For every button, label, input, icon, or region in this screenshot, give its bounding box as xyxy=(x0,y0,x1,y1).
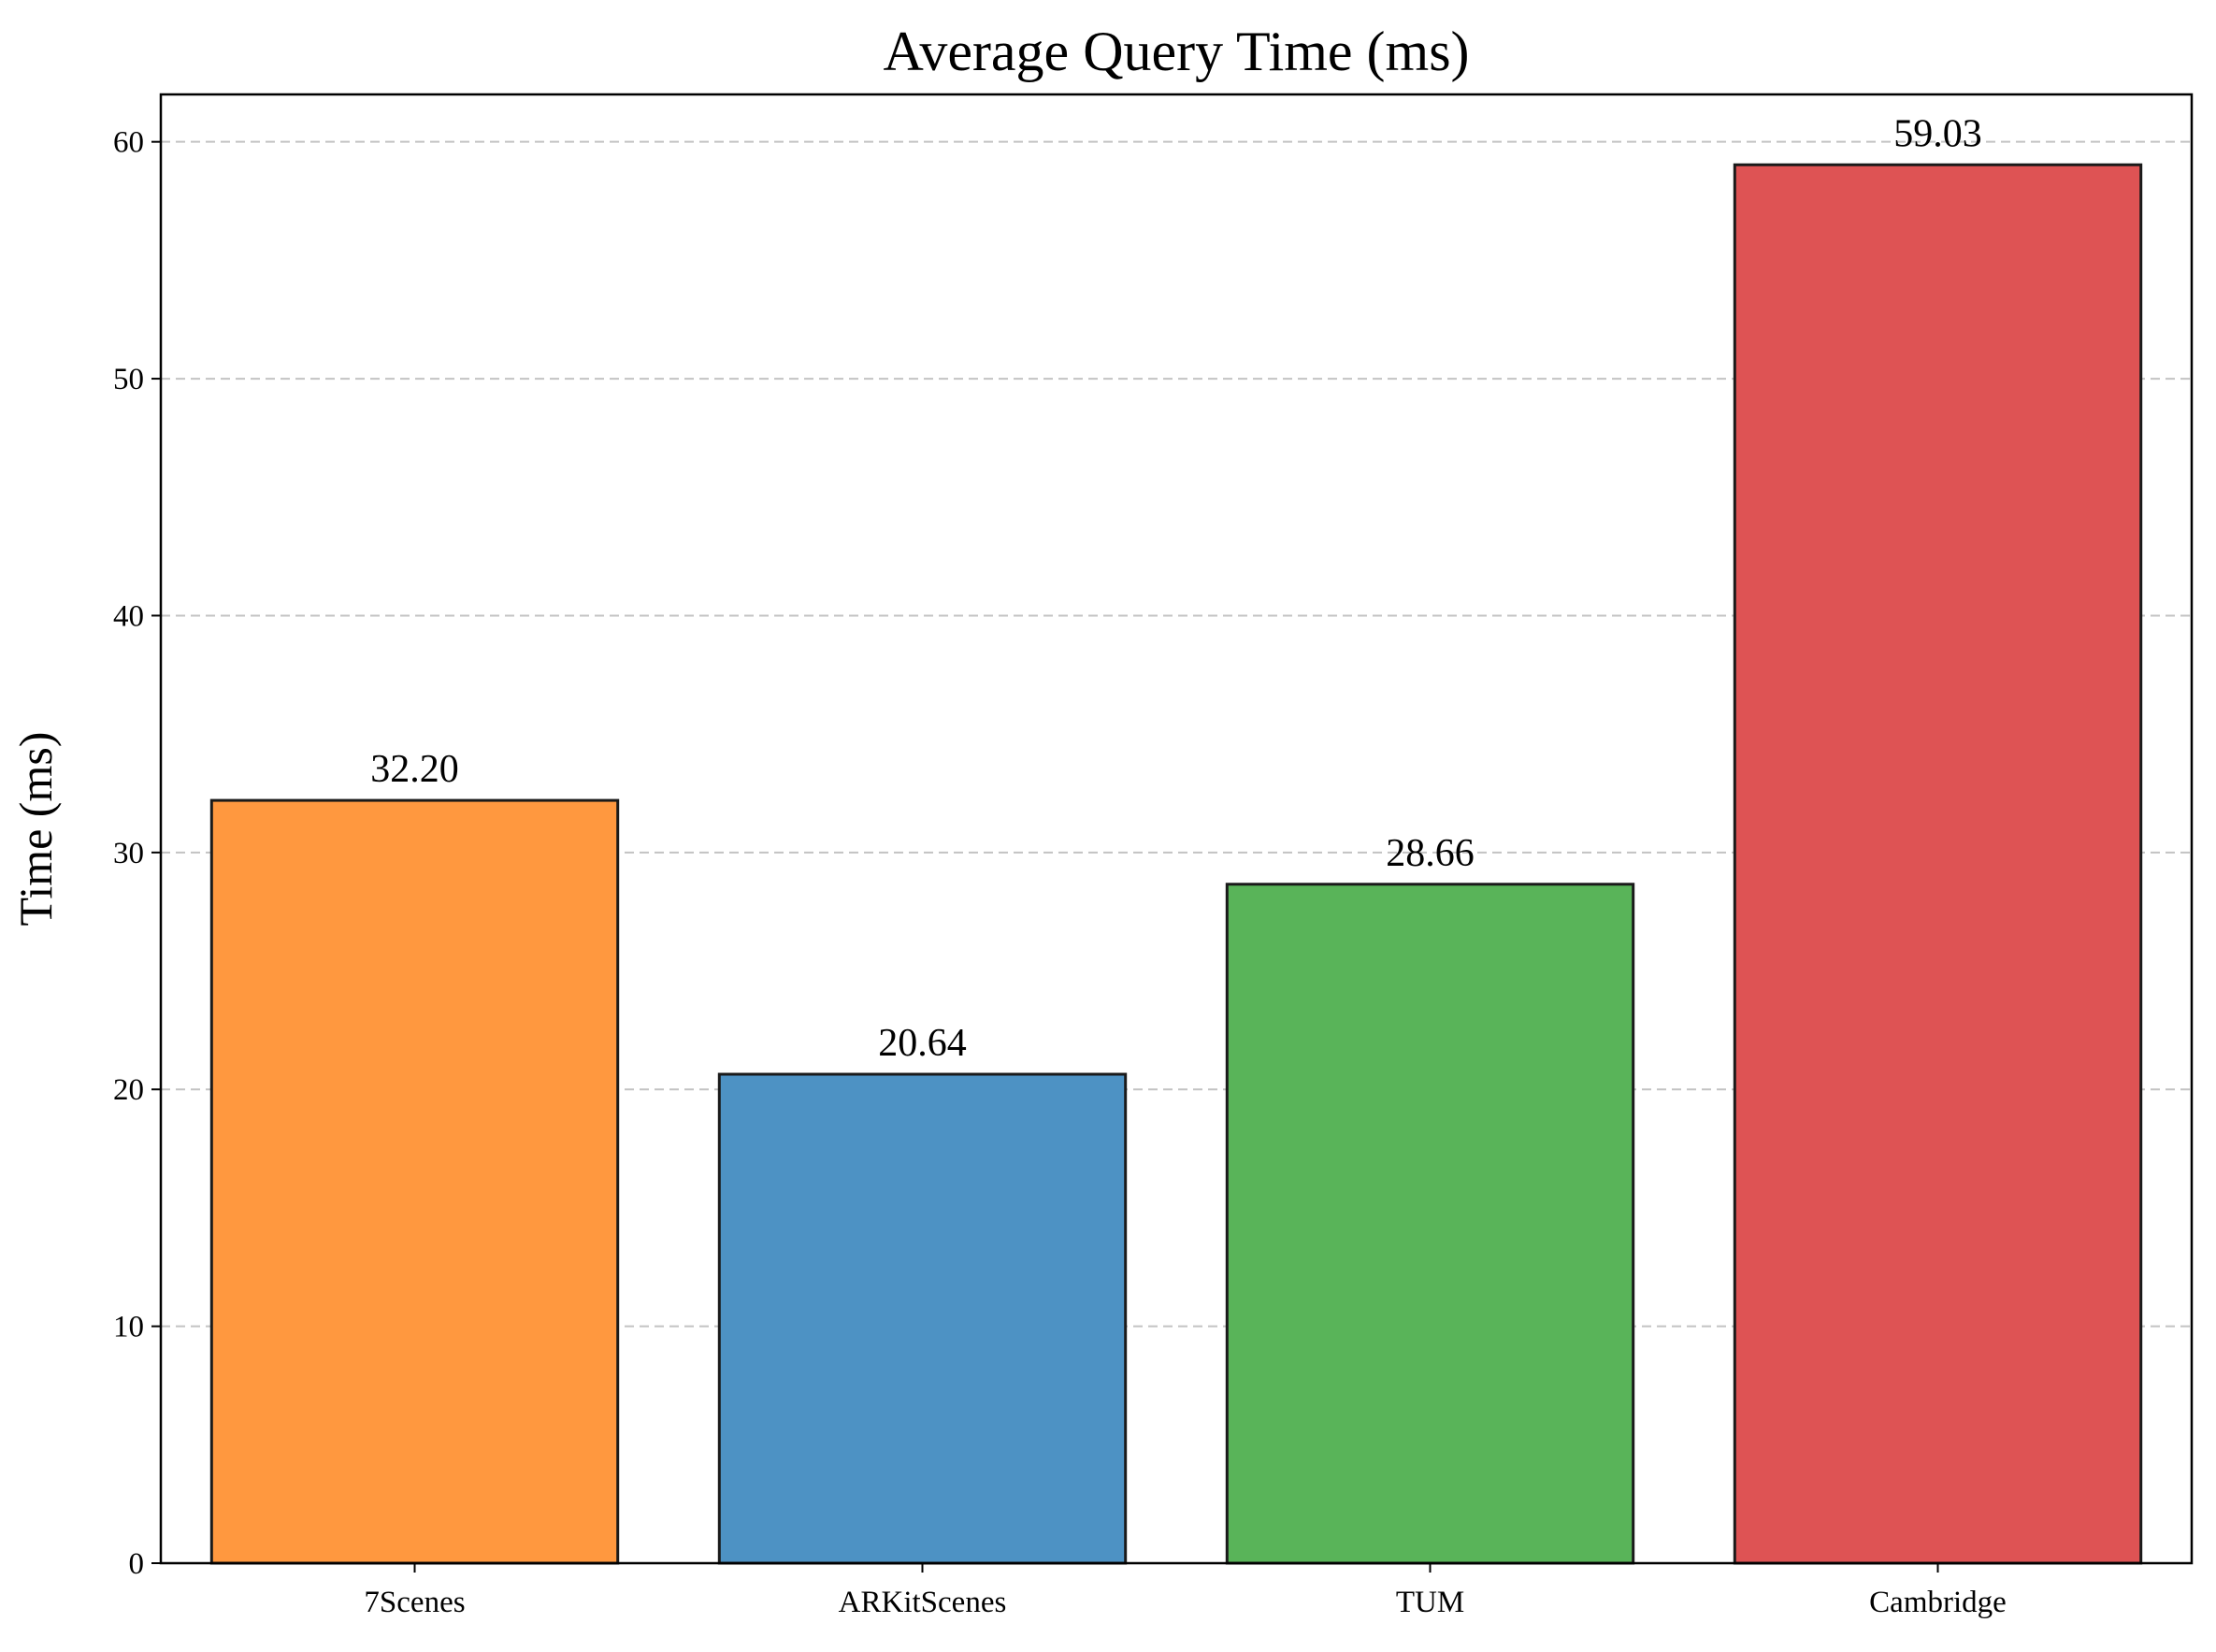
y-tick-label-40: 40 xyxy=(113,599,144,633)
bar-arkitscenes xyxy=(717,1072,1128,1565)
value-label-tum: 28.66 xyxy=(1386,832,1475,875)
bar-tum xyxy=(1225,883,1635,1565)
y-tick-label-0: 0 xyxy=(129,1547,145,1581)
bar-7scenes xyxy=(209,798,620,1565)
value-label-cambridge: 59.03 xyxy=(1893,112,1982,155)
x-tick-label-tum: TUM xyxy=(1396,1586,1464,1619)
chart-title: Average Query Time (ms) xyxy=(883,21,1469,82)
value-label-arkitscenes: 20.64 xyxy=(878,1022,967,1065)
y-tick-label-10: 10 xyxy=(113,1311,144,1344)
axis-ticks: 0 10 20 30 40 50 60 7Scenes ARKitScenes TUM Cambri… xyxy=(113,126,2007,1619)
y-axis-label: Time (ms) xyxy=(9,732,62,927)
bars xyxy=(209,163,2143,1565)
value-labels: 32.20 20.64 28.66 59.03 xyxy=(370,112,1982,1065)
y-tick-label-30: 30 xyxy=(113,837,144,870)
x-tick-label-arkitscenes: ARKitScenes xyxy=(839,1586,1007,1619)
x-tick-label-cambridge: Cambridge xyxy=(1869,1586,2007,1619)
x-tick-label-7scenes: 7Scenes xyxy=(364,1586,465,1619)
bar-cambridge xyxy=(1733,163,2143,1565)
y-tick-label-20: 20 xyxy=(113,1073,144,1107)
axes-frame xyxy=(159,93,2194,1565)
y-tick-label-50: 50 xyxy=(113,363,144,396)
y-tick-label-60: 60 xyxy=(113,126,144,160)
value-label-7scenes: 32.20 xyxy=(370,748,459,791)
